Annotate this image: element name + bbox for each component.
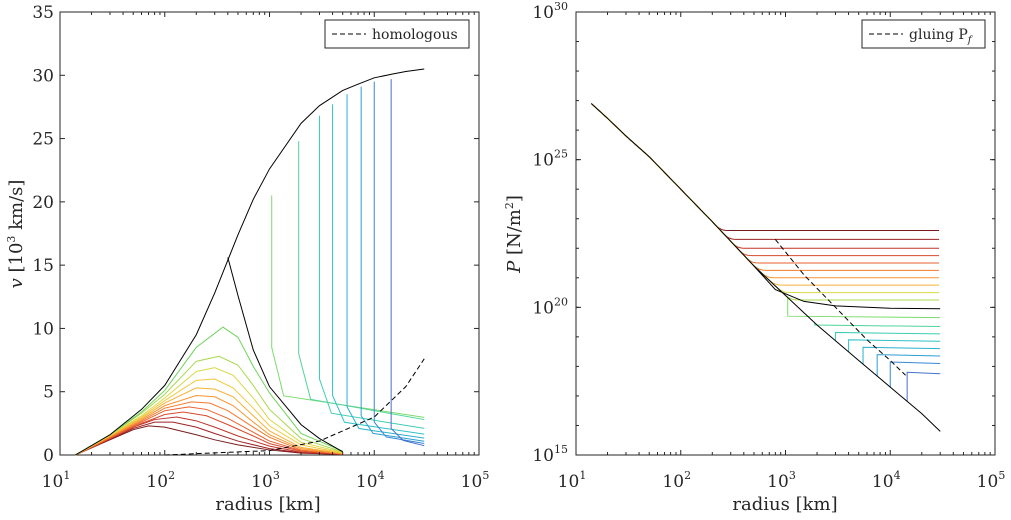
homologous-dashed-curve — [164, 358, 425, 456]
velocity-step-profile — [332, 104, 425, 435]
pressure-axis-ticks: 1015 1020 1025 1030 101 102 103 104 105 — [532, 0, 1005, 492]
y-label-symbol: P — [504, 260, 525, 274]
legend-label-gluing: gluing Pf — [909, 27, 974, 46]
y-label-unit-end: km/s] — [6, 180, 27, 236]
pressure-panel: 1015 1020 1025 1030 101 102 103 104 105 gluing P… — [503, 0, 1005, 515]
velocity-step-profile — [373, 81, 425, 444]
y-tick-label: 0 — [43, 446, 54, 466]
y-tick-label: 30 — [32, 66, 54, 86]
y-label-symbol: v — [6, 278, 27, 288]
velocity-step-profile — [360, 86, 425, 442]
pressure-step-profile — [862, 346, 941, 365]
velocity-legend: homologous — [324, 19, 470, 49]
velocity-step-profile — [298, 141, 425, 421]
x-tick-label: 101 — [558, 469, 587, 492]
pressure-transition-curve — [753, 265, 941, 310]
x-tick-label: 102 — [662, 469, 691, 492]
y-tick-label: 1015 — [532, 443, 568, 466]
velocity-curves — [75, 68, 425, 456]
y-label-unit-end: ] — [504, 195, 525, 202]
pressure-step-profile — [876, 354, 941, 377]
legend-gluing-text: gluing P — [909, 27, 968, 43]
velocity-envelope-curve — [75, 68, 425, 456]
velocity-profile — [75, 406, 343, 456]
pressure-legend: gluing Pf — [861, 19, 986, 49]
pressure-step-profile — [889, 361, 941, 388]
pressure-step-profile — [787, 297, 941, 319]
y-tick-label: 5 — [43, 383, 54, 403]
legend-label-homologous: homologous — [372, 27, 458, 43]
x-tick-label: 105 — [977, 469, 1006, 492]
y-tick-label: 1030 — [532, 0, 568, 23]
velocity-step-profile — [318, 115, 425, 429]
velocity-step-profile — [346, 94, 425, 439]
gluing-pressure-dashed-curve — [774, 239, 906, 376]
velocity-panel: 0 5 10 15 20 25 30 35 101 102 103 104 105 homologous… — [5, 3, 489, 515]
x-tick-label: 101 — [42, 469, 71, 492]
pressure-step-profile — [814, 322, 941, 328]
velocity-profile — [75, 355, 343, 456]
x-tick-label: 104 — [872, 469, 901, 492]
pressure-step-profile — [848, 339, 941, 352]
velocity-step-profile — [390, 79, 425, 447]
y-tick-label: 10 — [32, 319, 54, 339]
x-tick-label: 102 — [146, 469, 175, 492]
y-tick-label: 1020 — [532, 295, 568, 318]
pressure-step-profile — [906, 371, 941, 402]
shock-front-curve — [227, 257, 343, 453]
pressure-plot-frame — [575, 11, 996, 456]
x-tick-label: 103 — [251, 469, 280, 492]
y-label-unit-start: [N/m — [504, 209, 525, 261]
pressure-base-curve — [590, 103, 941, 432]
y-tick-label: 35 — [32, 3, 54, 23]
y-tick-label: 25 — [32, 130, 54, 150]
y-axis-label: v [103 km/s] — [5, 180, 27, 289]
y-label-exponent: 2 — [503, 202, 516, 209]
velocity-profile — [75, 401, 343, 456]
velocity-profile — [75, 367, 343, 456]
legend-box — [861, 19, 986, 49]
y-axis-label: P [N/m2] — [503, 195, 525, 274]
velocity-profile — [75, 326, 343, 456]
x-axis-label: radius [km] — [732, 494, 837, 515]
x-tick-label: 104 — [356, 469, 385, 492]
x-axis-label: radius [km] — [215, 494, 320, 515]
x-tick-label: 103 — [767, 469, 796, 492]
y-tick-label: 20 — [32, 193, 54, 213]
pressure-step-profile — [834, 331, 941, 341]
y-label-exponent: 3 — [5, 236, 18, 243]
velocity-axis-ticks: 0 5 10 15 20 25 30 35 101 102 103 104 105 — [32, 3, 489, 492]
y-tick-label: 15 — [32, 256, 54, 276]
velocity-profile — [75, 387, 343, 456]
velocity-profile — [75, 378, 343, 456]
velocity-plot-frame — [59, 11, 480, 456]
pressure-curves — [590, 103, 941, 432]
velocity-profile — [75, 395, 343, 456]
legend-gluing-subscript: f — [967, 35, 974, 46]
velocity-profile — [75, 421, 343, 456]
velocity-profile — [75, 411, 343, 456]
velocity-profile — [75, 425, 343, 456]
y-tick-label: 1025 — [532, 148, 568, 171]
y-label-unit-start: [10 — [6, 243, 27, 279]
x-tick-label: 105 — [461, 469, 490, 492]
